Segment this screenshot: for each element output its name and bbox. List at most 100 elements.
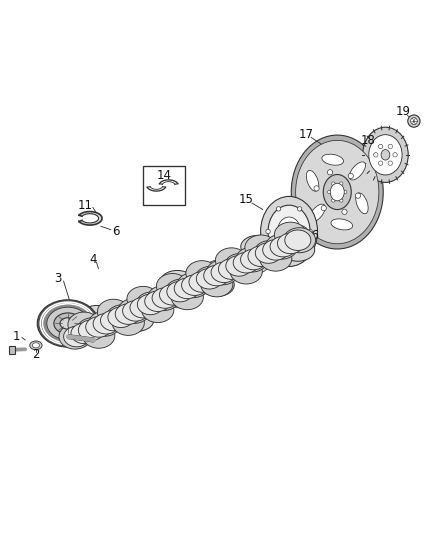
Ellipse shape bbox=[265, 234, 297, 259]
FancyBboxPatch shape bbox=[94, 316, 102, 320]
Ellipse shape bbox=[30, 341, 42, 350]
Circle shape bbox=[388, 161, 392, 165]
Ellipse shape bbox=[281, 238, 315, 261]
Ellipse shape bbox=[270, 237, 296, 257]
Ellipse shape bbox=[171, 285, 203, 310]
Ellipse shape bbox=[60, 318, 76, 329]
Circle shape bbox=[355, 193, 360, 198]
Ellipse shape bbox=[118, 298, 150, 324]
Circle shape bbox=[276, 252, 281, 256]
Text: 14: 14 bbox=[157, 169, 172, 182]
Circle shape bbox=[332, 182, 335, 185]
Ellipse shape bbox=[278, 217, 300, 246]
Text: 18: 18 bbox=[360, 134, 375, 147]
Ellipse shape bbox=[100, 310, 127, 331]
Ellipse shape bbox=[37, 300, 99, 347]
Ellipse shape bbox=[363, 127, 408, 182]
Circle shape bbox=[308, 229, 312, 233]
Ellipse shape bbox=[195, 266, 227, 292]
Ellipse shape bbox=[309, 204, 325, 222]
Ellipse shape bbox=[215, 248, 247, 273]
Ellipse shape bbox=[245, 235, 277, 260]
Circle shape bbox=[378, 161, 383, 165]
Ellipse shape bbox=[88, 311, 120, 336]
Ellipse shape bbox=[97, 299, 130, 324]
Ellipse shape bbox=[102, 308, 132, 330]
Text: 4: 4 bbox=[89, 253, 97, 266]
Ellipse shape bbox=[224, 253, 257, 278]
Circle shape bbox=[266, 229, 270, 233]
Ellipse shape bbox=[174, 278, 200, 298]
Circle shape bbox=[302, 231, 305, 235]
Ellipse shape bbox=[219, 259, 244, 279]
Ellipse shape bbox=[138, 294, 163, 314]
Ellipse shape bbox=[233, 253, 259, 273]
Circle shape bbox=[339, 199, 343, 202]
Text: 3: 3 bbox=[54, 272, 61, 285]
Circle shape bbox=[343, 190, 347, 194]
Ellipse shape bbox=[296, 140, 379, 244]
Ellipse shape bbox=[201, 272, 233, 297]
Ellipse shape bbox=[142, 290, 173, 313]
Ellipse shape bbox=[61, 325, 92, 348]
Ellipse shape bbox=[369, 135, 402, 175]
Ellipse shape bbox=[68, 312, 100, 337]
Ellipse shape bbox=[167, 295, 187, 308]
Ellipse shape bbox=[152, 288, 178, 308]
Text: 2: 2 bbox=[32, 348, 40, 361]
Ellipse shape bbox=[78, 320, 104, 341]
Ellipse shape bbox=[274, 222, 307, 247]
Circle shape bbox=[374, 152, 378, 157]
Ellipse shape bbox=[306, 171, 319, 191]
Ellipse shape bbox=[80, 305, 113, 328]
Ellipse shape bbox=[349, 162, 365, 180]
Ellipse shape bbox=[206, 260, 239, 285]
FancyBboxPatch shape bbox=[9, 346, 15, 354]
Circle shape bbox=[328, 190, 331, 194]
Circle shape bbox=[339, 182, 343, 185]
Ellipse shape bbox=[260, 246, 292, 271]
Ellipse shape bbox=[177, 273, 209, 298]
Ellipse shape bbox=[268, 205, 310, 258]
Text: 17: 17 bbox=[298, 128, 313, 141]
Ellipse shape bbox=[106, 305, 138, 330]
Ellipse shape bbox=[59, 324, 91, 349]
Ellipse shape bbox=[241, 236, 275, 258]
Circle shape bbox=[276, 207, 281, 211]
Text: 5: 5 bbox=[126, 312, 133, 325]
Circle shape bbox=[321, 206, 326, 211]
Ellipse shape bbox=[93, 313, 119, 334]
Ellipse shape bbox=[71, 323, 97, 344]
Ellipse shape bbox=[160, 270, 194, 293]
Text: 6: 6 bbox=[112, 225, 120, 238]
Ellipse shape bbox=[208, 260, 227, 273]
Text: 16: 16 bbox=[304, 229, 319, 243]
Ellipse shape bbox=[120, 309, 154, 332]
Circle shape bbox=[342, 209, 347, 214]
Ellipse shape bbox=[247, 260, 268, 273]
Ellipse shape bbox=[130, 297, 156, 318]
Text: 19: 19 bbox=[396, 106, 410, 118]
Text: 11: 11 bbox=[78, 199, 93, 212]
Ellipse shape bbox=[288, 225, 308, 238]
Ellipse shape bbox=[159, 285, 186, 305]
Ellipse shape bbox=[166, 279, 198, 304]
Ellipse shape bbox=[226, 256, 252, 276]
Ellipse shape bbox=[77, 318, 109, 343]
Circle shape bbox=[378, 144, 383, 149]
Ellipse shape bbox=[222, 255, 253, 278]
Ellipse shape bbox=[204, 265, 230, 286]
Ellipse shape bbox=[189, 272, 215, 292]
Ellipse shape bbox=[254, 240, 286, 265]
Ellipse shape bbox=[230, 259, 262, 284]
Ellipse shape bbox=[262, 238, 293, 260]
Ellipse shape bbox=[47, 307, 89, 340]
Ellipse shape bbox=[86, 317, 112, 337]
Ellipse shape bbox=[240, 249, 267, 270]
Ellipse shape bbox=[83, 323, 115, 348]
Ellipse shape bbox=[261, 197, 318, 266]
Ellipse shape bbox=[323, 174, 351, 209]
Circle shape bbox=[393, 152, 397, 157]
Ellipse shape bbox=[127, 286, 159, 311]
Circle shape bbox=[408, 115, 420, 127]
